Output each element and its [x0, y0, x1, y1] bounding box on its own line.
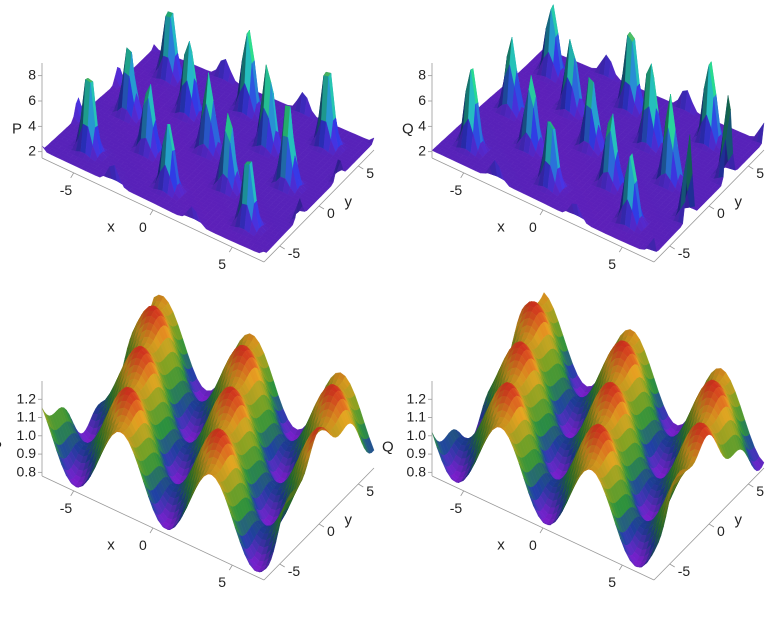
y-tick-label: 0: [327, 205, 335, 221]
x-tick-label: -5: [450, 182, 463, 198]
z-tick-label: 2: [418, 143, 426, 159]
y-tick: [358, 165, 364, 170]
x-tick-label: 5: [218, 256, 226, 272]
y-axis-label: y: [345, 193, 353, 210]
z-tick-label: 4: [28, 117, 36, 133]
y-tick-label: -5: [288, 245, 301, 261]
surface-mesh: [41, 11, 375, 254]
z-tick-label: 8: [418, 67, 426, 83]
y-tick: [279, 245, 285, 250]
z-tick-label: 4: [418, 117, 426, 133]
z-tick-label: 6: [418, 92, 426, 108]
z-tick-label: 2: [28, 143, 36, 159]
x-tick: [228, 246, 233, 253]
z-tick-label: 6: [28, 92, 36, 108]
x-tick: [149, 209, 154, 216]
y-tick: [708, 205, 715, 210]
y-tick: [748, 165, 754, 170]
z-axis-label: P: [12, 121, 22, 138]
z-tick-label: 8: [28, 67, 36, 83]
x-axis-label: x: [497, 219, 505, 236]
x-tick: [460, 172, 465, 179]
y-tick: [669, 245, 675, 250]
x-axis-label: x: [107, 219, 115, 236]
x-tick: [618, 246, 623, 253]
y-tick: [318, 205, 325, 210]
x-tick: [70, 172, 75, 179]
y-tick-label: 0: [717, 205, 725, 221]
x-tick: [539, 209, 544, 216]
y-tick-label: 5: [366, 165, 374, 181]
surface-mesh: [41, 294, 375, 573]
x-tick-label: -5: [60, 182, 73, 198]
x-tick-label: 0: [529, 219, 537, 235]
y-tick-label: 5: [756, 165, 764, 181]
y-tick-label: -5: [678, 245, 691, 261]
surface-mesh: [431, 3, 765, 252]
x-tick-label: 0: [139, 219, 147, 235]
y-axis-label: y: [735, 193, 743, 210]
x-tick-label: 5: [608, 256, 616, 272]
z-axis-label: Q: [402, 121, 414, 138]
